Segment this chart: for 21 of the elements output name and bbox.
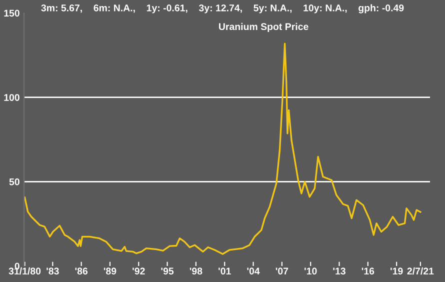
x-tick-label: '95 [161,268,174,275]
x-tick-label: '89 [104,268,116,275]
x-tick-label: '10 [304,268,317,275]
x-tick-label: '19 [390,268,403,275]
chart-subtitle: 3m: 5.67, 6m: N.A., 1y: -0.61, 3y: 12.74, 5y: N.A., 10y: N.A., gph: -0.49 [41,4,404,14]
x-tick-label: '13 [333,268,346,275]
x-tick-label: '16 [362,268,374,275]
y-tick-label: 50 [9,178,20,186]
x-tick-label: '86 [75,268,88,275]
x-tick-label: '83 [46,268,59,275]
x-tick-label: '01 [218,268,231,275]
y-tick-label: 150 [4,10,20,17]
x-tick-label: '07 [276,268,288,275]
x-tick-label: 31/1/80 [8,267,41,275]
x-tick-label: '04 [247,268,260,275]
x-tick-label: 2/7/21 [407,267,434,275]
y-tick-label: 100 [4,94,20,101]
text: Uranium Spot Price [219,22,308,32]
line-series [24,42,422,255]
x-tick-label: '98 [190,268,202,275]
x-tick-label: '92 [132,268,145,275]
